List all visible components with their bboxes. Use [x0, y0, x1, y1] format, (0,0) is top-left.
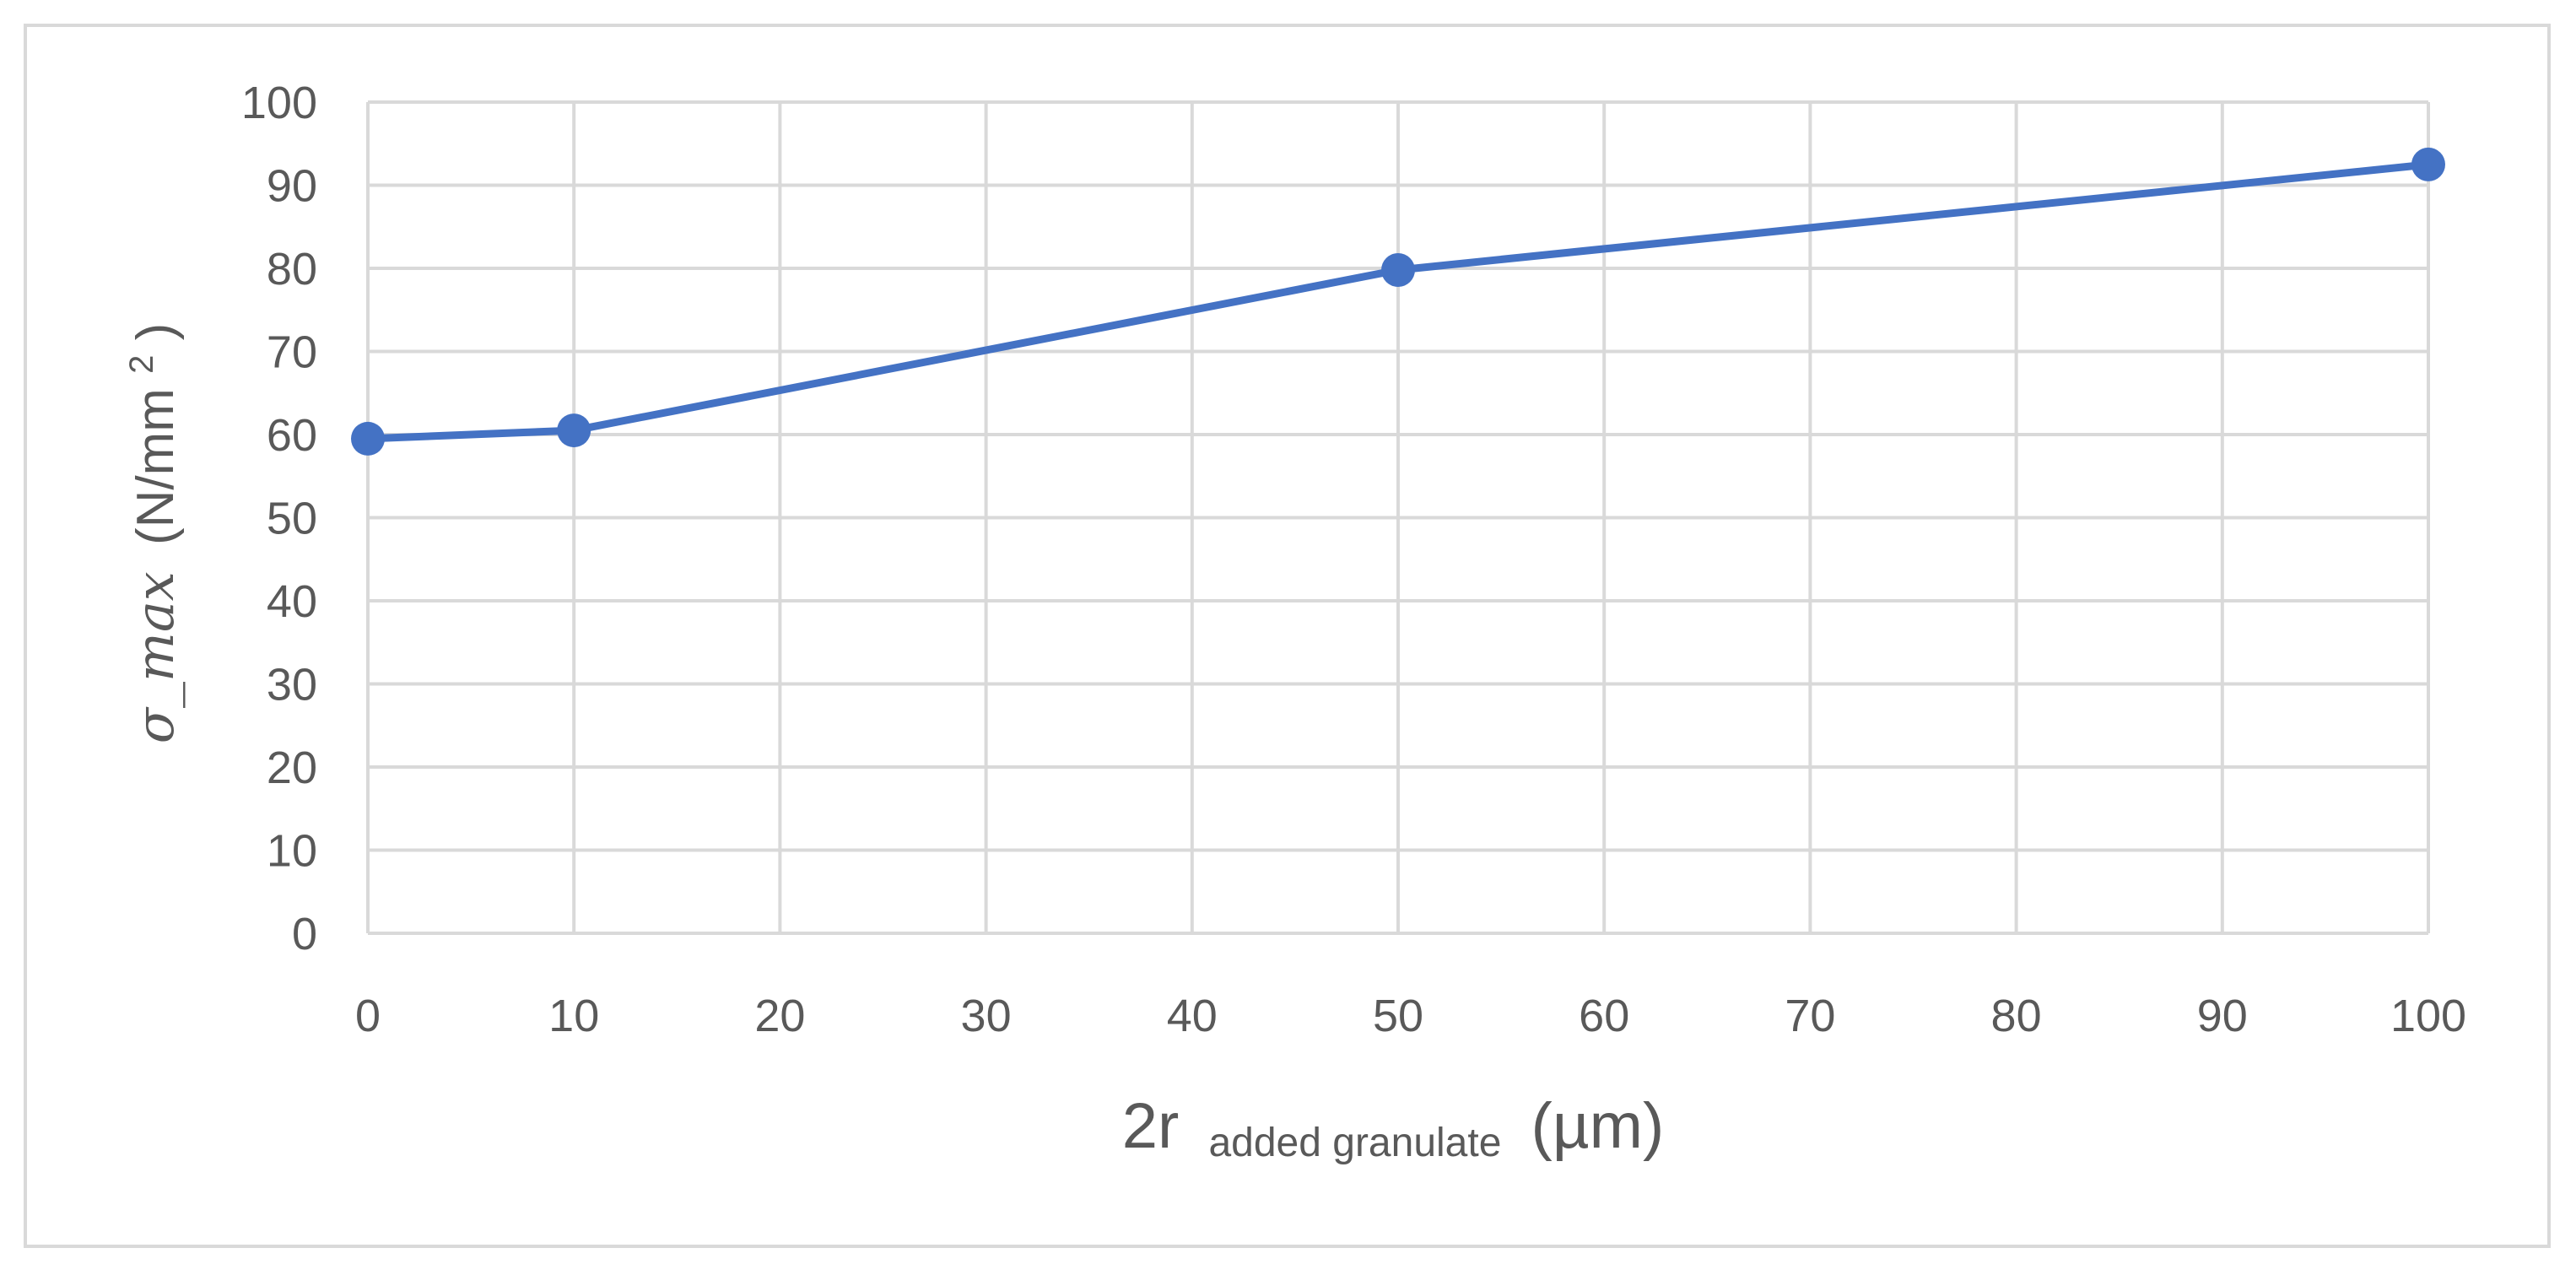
y-tick-label: 100: [241, 78, 317, 128]
x-tick-label: 0: [355, 991, 381, 1041]
grid-lines: [366, 100, 2430, 935]
y-tick-label: 50: [267, 494, 317, 544]
x-axis-main: 2r: [1122, 1090, 1180, 1162]
y-tick-label: 20: [267, 743, 317, 793]
y-tick-label: 70: [267, 327, 317, 378]
data-point: [557, 413, 591, 448]
x-tick-label: 50: [1373, 991, 1423, 1041]
x-tick-label: 40: [1167, 991, 1218, 1041]
y-axis-unit-prefix: (N/mm: [127, 388, 185, 545]
x-tick-labels: 0 10 20 30 40 50 60 70 80 90 100: [355, 991, 2466, 1041]
y-tick-labels: 0 10 20 30 40 50 60 70 80 90 100: [241, 78, 317, 959]
y-tick-label: 40: [267, 576, 317, 627]
x-tick-label: 30: [961, 991, 1012, 1041]
x-tick-label: 80: [1991, 991, 2042, 1041]
data-point: [1381, 252, 1415, 287]
x-tick-label: 60: [1579, 991, 1629, 1041]
y-axis-title: σ_max (N/mm 2 ): [106, 323, 186, 744]
x-tick-label: 90: [2197, 991, 2248, 1041]
x-tick-label: 10: [548, 991, 599, 1041]
y-tick-label: 60: [267, 410, 317, 461]
x-axis-subscript: added granulate: [1208, 1121, 1501, 1165]
x-axis-unit: (µm): [1531, 1090, 1665, 1162]
series-line: [364, 160, 2433, 443]
y-axis-unit-suffix: ): [127, 323, 185, 341]
y-tick-label: 90: [267, 161, 317, 212]
x-tick-label: 100: [2390, 991, 2466, 1041]
y-tick-label: 10: [267, 826, 317, 877]
y-axis-unit-sup: 2: [123, 355, 160, 374]
data-point: [351, 421, 385, 456]
x-tick-label: 70: [1785, 991, 1835, 1041]
y-tick-label: 0: [292, 909, 317, 959]
y-axis-symbol: σ_max: [124, 571, 186, 743]
y-tick-label: 80: [267, 244, 317, 294]
data-point: [2411, 147, 2445, 181]
x-tick-label: 20: [754, 991, 805, 1041]
series-layer: [351, 147, 2445, 456]
chart-frame: [24, 24, 2551, 1248]
x-axis-title: 2r added granulate (µm): [1122, 1090, 1665, 1170]
y-tick-label: 30: [267, 660, 317, 710]
